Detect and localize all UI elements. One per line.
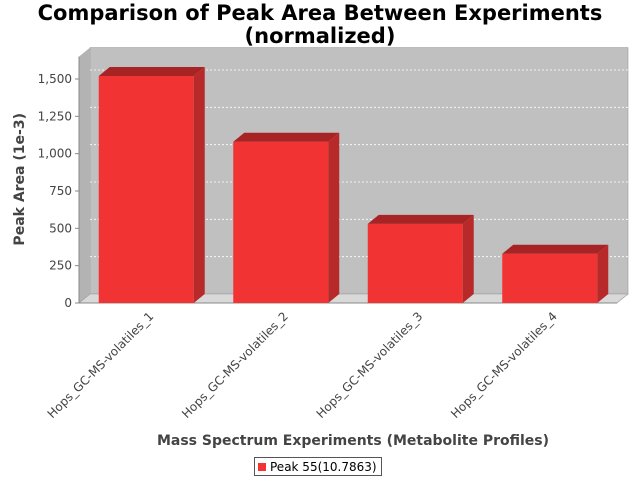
bar	[367, 214, 474, 303]
y-tick-label: 750	[49, 184, 72, 198]
x-axis-title: Mass Spectrum Experiments (Metabolite Pr…	[157, 433, 549, 449]
plot-side-wall	[79, 47, 90, 303]
y-tick-label: 1,500	[38, 72, 72, 86]
legend-swatch	[258, 462, 266, 471]
bar-side	[193, 67, 205, 303]
x-tick-label: Hops_GC-MS-volatiles_1	[45, 309, 157, 421]
bar-top	[98, 67, 205, 77]
y-tick-label: 1,000	[38, 147, 72, 161]
chart-title: Comparison of Peak Area Between Experime…	[37, 1, 603, 48]
y-tick-label: 250	[49, 259, 72, 273]
bar-top	[233, 132, 340, 142]
y-tick-label: 500	[49, 221, 72, 235]
bar-top	[367, 214, 474, 224]
bar-front	[367, 223, 463, 303]
bar-side	[597, 244, 609, 303]
x-tick-label: Hops_GC-MS-volatiles_4	[448, 309, 560, 421]
y-tick-label: 0	[64, 296, 72, 310]
x-tick-label: Hops_GC-MS-volatiles_2	[179, 309, 291, 421]
bar-front	[502, 253, 598, 303]
bar-front	[98, 76, 194, 303]
bars	[98, 67, 609, 303]
bar-top	[502, 244, 609, 254]
axes: 0 250 500 750 1,000 1,250 1,500	[38, 56, 617, 310]
legend-label: Peak 55(10.7863)	[270, 459, 377, 474]
bar	[502, 244, 609, 303]
x-tick-label: Hops_GC-MS-volatiles_3	[314, 309, 426, 421]
bar-side	[462, 214, 474, 303]
y-axis-title: Peak Area (1e-3)	[12, 113, 28, 246]
y-tick-label: 1,250	[38, 109, 72, 123]
bar	[233, 132, 340, 303]
legend: Peak 55(10.7863)	[254, 457, 382, 476]
bar-front	[233, 141, 329, 303]
x-tick-labels: Hops_GC-MS-volatiles_1 Hops_GC-MS-volatil…	[45, 309, 560, 421]
bar-side	[328, 132, 340, 303]
bar	[98, 67, 205, 303]
